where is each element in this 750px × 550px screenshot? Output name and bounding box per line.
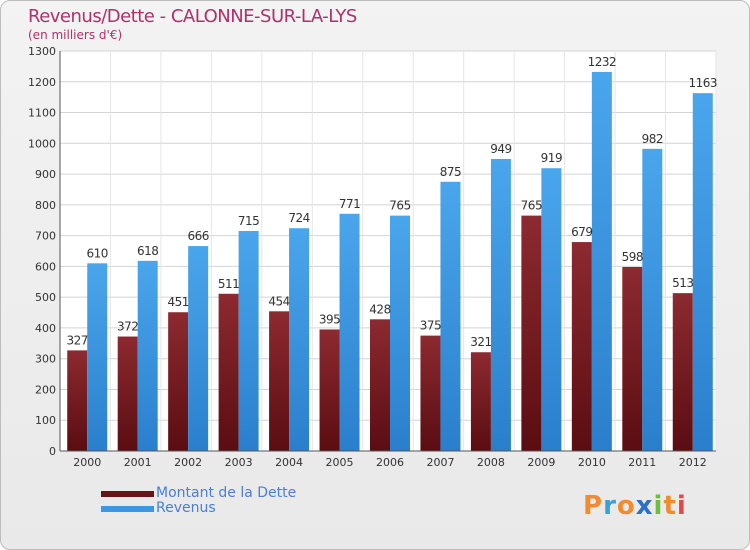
y-tick-label: 0	[49, 445, 56, 458]
logo-letter: r	[603, 491, 617, 521]
data-label-dette: 765	[521, 199, 542, 213]
data-label-revenus: 610	[87, 246, 108, 260]
y-tick-label: 1000	[28, 137, 56, 150]
x-tick-label: 2012	[679, 456, 707, 469]
y-tick-label: 300	[35, 353, 56, 366]
data-label-revenus: 771	[339, 197, 360, 211]
data-label-revenus: 618	[137, 244, 158, 258]
logo-letter: i	[653, 491, 664, 521]
y-tick-label: 200	[35, 383, 56, 396]
x-tick-label: 2000	[73, 456, 101, 469]
data-label-dette: 428	[369, 302, 390, 316]
bar-dette	[67, 350, 88, 451]
data-label-revenus: 1232	[588, 55, 617, 69]
y-tick-label: 1300	[28, 45, 56, 58]
x-tick-label: 2004	[275, 456, 303, 469]
legend-label-revenus: Revenus	[156, 500, 216, 516]
bar-revenus	[339, 213, 360, 451]
bar-revenus	[87, 263, 108, 451]
data-label-dette: 375	[420, 319, 441, 333]
y-tick-label: 900	[35, 168, 56, 181]
bar-revenus	[692, 93, 713, 452]
bar-revenus	[238, 231, 259, 451]
bar-dette	[117, 336, 138, 451]
bar-revenus	[390, 215, 410, 451]
data-label-revenus: 1163	[688, 76, 717, 90]
bar-revenus	[137, 260, 158, 451]
logo-letter: t	[663, 491, 677, 521]
legend-label-dette: Montant de la Dette	[156, 485, 297, 501]
y-tick-label: 100	[35, 414, 56, 427]
data-label-dette: 395	[319, 312, 340, 326]
chart-subtitle: (en milliers d'€)	[28, 28, 123, 42]
bar-dette	[269, 311, 290, 451]
data-label-dette: 321	[470, 335, 491, 349]
bar-revenus	[490, 159, 511, 451]
bar-dette	[370, 319, 390, 451]
y-tick-label: 400	[35, 322, 56, 335]
bar-dette	[168, 312, 189, 451]
logo-letter: i	[676, 491, 687, 521]
legend-swatch-dette	[101, 491, 154, 497]
data-label-dette: 513	[672, 276, 693, 290]
y-tick-label: 1100	[28, 107, 56, 120]
proxiti-logo: Proxiti	[583, 491, 687, 521]
x-tick-label: 2011	[628, 456, 656, 469]
y-tick-label: 1200	[28, 76, 56, 89]
data-label-revenus: 666	[187, 229, 208, 243]
bar-revenus	[188, 246, 209, 451]
bar-dette	[622, 267, 643, 451]
data-label-dette: 327	[67, 333, 88, 347]
bar-dette	[319, 329, 340, 451]
bar-dette	[420, 335, 441, 451]
y-tick-label: 700	[35, 230, 56, 243]
bar-revenus	[591, 71, 612, 451]
x-tick-label: 2006	[376, 456, 404, 469]
logo-letter: o	[616, 491, 636, 521]
data-label-revenus: 919	[541, 151, 562, 165]
data-label-revenus: 875	[440, 165, 461, 179]
data-label-revenus: 724	[288, 211, 309, 225]
x-tick-label: 2002	[174, 456, 202, 469]
legend-swatch-revenus	[101, 506, 154, 512]
logo-letter: x	[635, 491, 654, 521]
chart-title: Revenus/Dette - CALONNE-SUR-LA-LYS	[28, 6, 357, 27]
x-tick-label: 2001	[124, 456, 152, 469]
x-tick-label: 2009	[527, 456, 555, 469]
bar-dette	[672, 293, 693, 451]
x-tick-label: 2008	[477, 456, 505, 469]
bar-revenus	[289, 228, 310, 451]
bar-dette	[218, 293, 239, 451]
x-tick-label: 2005	[326, 456, 354, 469]
bar-dette	[521, 215, 542, 451]
data-label-revenus: 982	[642, 132, 663, 146]
data-label-dette: 372	[117, 320, 138, 334]
data-label-dette: 679	[571, 225, 592, 239]
x-tick-label: 2007	[426, 456, 454, 469]
data-label-dette: 598	[622, 250, 643, 264]
data-label-dette: 454	[268, 294, 289, 308]
bar-revenus	[541, 168, 562, 451]
data-label-dette: 511	[218, 277, 239, 291]
data-label-dette: 451	[167, 295, 188, 309]
y-tick-label: 600	[35, 260, 56, 273]
logo-letter: P	[583, 491, 604, 521]
data-label-revenus: 949	[490, 142, 511, 156]
data-label-revenus: 765	[389, 199, 410, 213]
y-tick-label: 800	[35, 199, 56, 212]
x-tick-label: 2003	[225, 456, 253, 469]
y-tick-label: 500	[35, 291, 56, 304]
bar-dette	[470, 352, 491, 451]
bar-dette	[571, 242, 592, 451]
data-label-revenus: 715	[238, 214, 259, 228]
x-tick-label: 2010	[578, 456, 606, 469]
bar-revenus	[440, 181, 461, 451]
bar-revenus	[642, 148, 663, 451]
